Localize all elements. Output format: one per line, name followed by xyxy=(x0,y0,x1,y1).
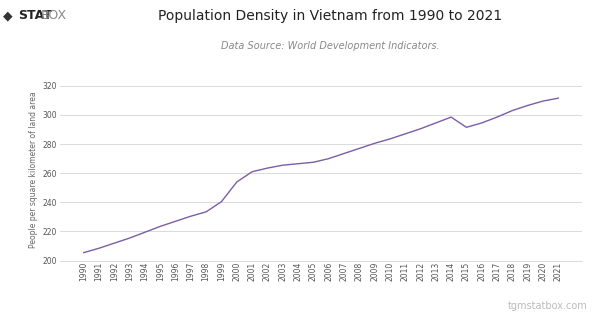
Text: Data Source: World Development Indicators.: Data Source: World Development Indicator… xyxy=(221,41,439,51)
Text: STAT: STAT xyxy=(18,9,52,22)
Text: ◆: ◆ xyxy=(3,9,13,22)
Text: Population Density in Vietnam from 1990 to 2021: Population Density in Vietnam from 1990 … xyxy=(158,9,502,24)
Y-axis label: People per square kilometer of land area: People per square kilometer of land area xyxy=(29,91,38,248)
Text: tgmstatbox.com: tgmstatbox.com xyxy=(508,301,588,311)
Text: BOX: BOX xyxy=(41,9,67,22)
